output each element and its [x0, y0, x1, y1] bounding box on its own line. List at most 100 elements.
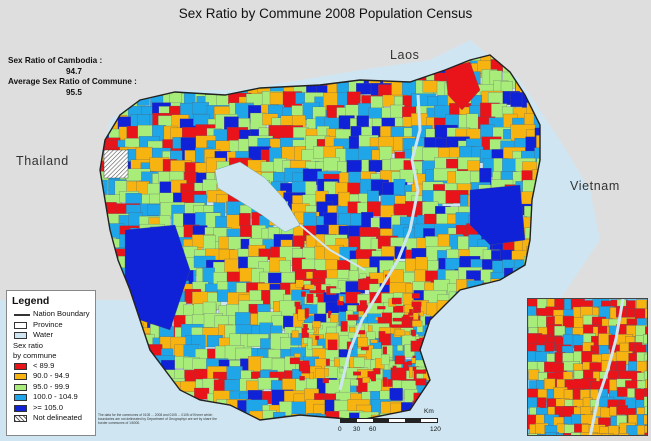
- inset-commune-polygon: [629, 435, 646, 436]
- legend-swatch: [14, 394, 27, 401]
- commune-polygon: [445, 425, 457, 437]
- commune-polygon: [377, 306, 386, 310]
- commune-polygon: [469, 184, 526, 246]
- legend-class-list: < 89.9 90.0 - 94.9 95.0 - 99.9 100.0 - 104.…: [7, 361, 95, 424]
- inset-commune-polygon: [537, 434, 547, 435]
- commune-polygon: [327, 339, 338, 351]
- commune-polygon: [512, 413, 526, 420]
- commune-polygon: [543, 260, 556, 282]
- commune-polygon: [544, 269, 557, 288]
- commune-polygon: [482, 282, 505, 301]
- inset-commune-polygon: [608, 425, 620, 435]
- scale-bar: Km 0 30 60 120: [336, 408, 446, 438]
- commune-polygon: [533, 267, 540, 288]
- commune-polygon: [534, 147, 540, 161]
- commune-polygon: [371, 373, 377, 382]
- commune-polygon: [446, 368, 460, 384]
- commune-polygon: [478, 325, 503, 341]
- commune-polygon: [349, 412, 363, 420]
- commune-polygon: [499, 358, 525, 375]
- commune-polygon: [466, 402, 486, 418]
- commune-polygon: [378, 331, 386, 343]
- commune-polygon: [454, 391, 480, 414]
- commune-polygon: [502, 313, 525, 334]
- inset-commune-polygon: [570, 432, 582, 435]
- commune-polygon: [330, 314, 339, 323]
- commune-polygon: [459, 302, 475, 316]
- commune-polygon: [415, 369, 427, 374]
- legend-item-province: Province: [7, 320, 95, 331]
- legend-label: < 89.9: [33, 360, 55, 370]
- legend-class-item: Not delineated: [7, 413, 95, 424]
- inset-commune-polygon: [528, 397, 539, 409]
- commune-polygon: [330, 288, 341, 294]
- commune-polygon: [307, 329, 315, 333]
- commune-polygon: [465, 338, 487, 360]
- commune-polygon: [298, 360, 310, 372]
- commune-polygon: [536, 135, 540, 158]
- commune-polygon: [423, 390, 445, 405]
- commune-polygon: [471, 322, 492, 342]
- commune-polygon: [489, 424, 507, 441]
- commune-polygon: [523, 256, 540, 269]
- country-label-laos: Laos: [390, 48, 420, 62]
- commune-polygon: [501, 338, 515, 356]
- legend-label: Province: [33, 319, 63, 329]
- commune-polygon: [325, 259, 338, 272]
- commune-polygon: [328, 310, 332, 319]
- commune-polygon: [423, 347, 438, 363]
- footnote: The data for the communes of 0105 ... 20…: [98, 413, 217, 425]
- commune-polygon: [477, 293, 494, 312]
- commune-polygon: [548, 171, 573, 187]
- commune-polygon: [359, 273, 367, 279]
- inset-commune-polygon: [643, 388, 647, 402]
- commune-polygon: [391, 297, 402, 305]
- commune-polygon: [409, 309, 413, 316]
- inset-commune-polygon: [554, 325, 566, 336]
- commune-polygon: [502, 158, 517, 172]
- legend-label: 90.0 - 94.9: [33, 371, 70, 380]
- commune-polygon: [493, 401, 506, 414]
- commune-polygon: [272, 412, 286, 420]
- commune-polygon: [446, 346, 460, 367]
- commune-polygon: [459, 357, 481, 376]
- commune-polygon: [394, 329, 405, 336]
- inset-commune-polygon: [643, 414, 647, 425]
- commune-polygon: [419, 311, 424, 317]
- commune-polygon: [500, 426, 515, 441]
- commune-polygon: [193, 114, 210, 126]
- commune-polygon: [434, 315, 459, 338]
- commune-polygon: [381, 354, 390, 365]
- commune-polygon: [470, 356, 496, 369]
- inset-commune-polygon: [562, 315, 575, 328]
- legend-label: >= 105.0: [33, 402, 63, 412]
- inset-river: [588, 299, 625, 435]
- commune-polygon: [503, 392, 529, 406]
- commune-polygon: [456, 314, 473, 328]
- inset-commune-polygon: [643, 370, 647, 385]
- commune-polygon: [546, 217, 569, 228]
- commune-polygon: [491, 335, 516, 355]
- commune-polygon: [444, 392, 457, 411]
- commune-polygon: [499, 399, 517, 420]
- commune-polygon: [479, 389, 505, 403]
- commune-polygon: [445, 354, 461, 371]
- commune-polygon: [347, 314, 359, 321]
- inset-commune-polygon: [601, 433, 614, 435]
- inset-commune-polygon: [646, 359, 647, 374]
- commune-polygon: [457, 422, 471, 441]
- commune-polygon: [356, 115, 369, 127]
- commune-polygon: [239, 213, 251, 226]
- commune-polygon: [426, 302, 439, 317]
- commune-polygon: [444, 402, 457, 420]
- commune-polygon: [394, 355, 405, 365]
- commune-polygon: [513, 389, 529, 412]
- commune-polygon: [510, 323, 526, 337]
- inset-commune-polygon: [645, 344, 647, 357]
- commune-polygon: [412, 331, 416, 337]
- scale-tick: 30: [353, 426, 361, 433]
- commune-polygon: [444, 61, 481, 111]
- commune-polygon: [294, 353, 301, 358]
